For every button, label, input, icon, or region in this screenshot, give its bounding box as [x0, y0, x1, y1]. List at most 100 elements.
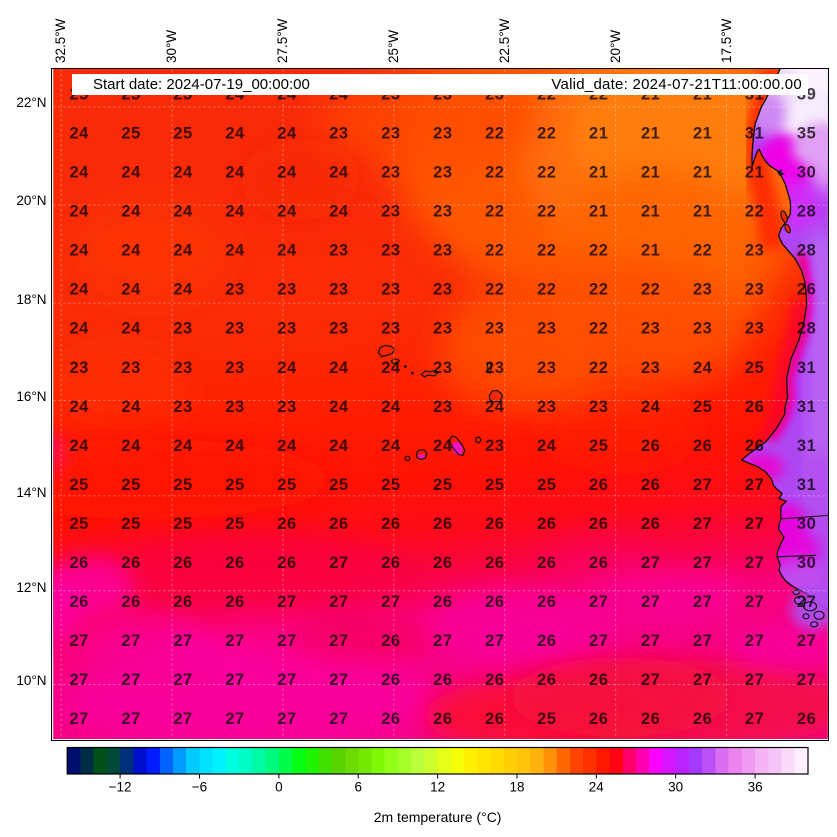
svg-text:21: 21 [641, 203, 660, 221]
svg-text:22: 22 [589, 281, 608, 299]
svg-text:26: 26 [744, 398, 763, 416]
svg-text:24: 24 [69, 398, 89, 416]
svg-text:27: 27 [329, 710, 348, 728]
svg-text:25: 25 [744, 359, 763, 377]
svg-text:23: 23 [744, 320, 763, 338]
svg-text:24: 24 [277, 242, 297, 260]
svg-text:25: 25 [589, 437, 608, 455]
svg-text:24: 24 [225, 203, 245, 221]
svg-text:26: 26 [537, 632, 556, 650]
svg-text:23: 23 [692, 320, 711, 338]
svg-text:28: 28 [796, 242, 815, 260]
svg-text:27: 27 [381, 593, 400, 611]
svg-text:24: 24 [329, 437, 349, 455]
svg-text:31: 31 [796, 359, 815, 377]
svg-text:23: 23 [381, 164, 400, 182]
svg-text:21: 21 [589, 164, 608, 182]
svg-text:22: 22 [589, 320, 608, 338]
svg-text:26: 26 [173, 593, 192, 611]
svg-text:23: 23 [277, 398, 296, 416]
svg-text:27: 27 [641, 554, 660, 572]
svg-text:25: 25 [173, 476, 192, 494]
svg-text:22: 22 [537, 125, 556, 143]
svg-text:24: 24 [692, 359, 712, 377]
svg-text:27: 27 [692, 671, 711, 689]
svg-text:24: 24 [537, 437, 557, 455]
svg-text:24: 24 [121, 281, 141, 299]
svg-text:23: 23 [173, 320, 192, 338]
svg-text:24: 24 [69, 281, 89, 299]
svg-text:24: 24 [121, 437, 141, 455]
svg-text:25: 25 [173, 125, 192, 143]
svg-text:26: 26 [433, 671, 452, 689]
svg-text:26: 26 [589, 554, 608, 572]
svg-text:26: 26 [692, 437, 711, 455]
svg-text:31: 31 [744, 125, 763, 143]
svg-text:31: 31 [796, 398, 815, 416]
svg-text:23: 23 [381, 320, 400, 338]
svg-text:23: 23 [381, 203, 400, 221]
svg-text:26: 26 [381, 671, 400, 689]
svg-text:27: 27 [692, 515, 711, 533]
svg-text:24: 24 [69, 203, 89, 221]
svg-text:27: 27 [485, 632, 504, 650]
svg-text:30: 30 [796, 515, 815, 533]
svg-text:24: 24 [225, 125, 245, 143]
svg-text:23: 23 [433, 125, 452, 143]
svg-text:26: 26 [433, 515, 452, 533]
svg-text:21: 21 [589, 125, 608, 143]
svg-text:24: 24 [69, 437, 89, 455]
svg-text:25: 25 [173, 515, 192, 533]
svg-text:22: 22 [537, 203, 556, 221]
svg-text:22: 22 [537, 164, 556, 182]
svg-text:27: 27 [796, 593, 815, 611]
svg-text:28: 28 [796, 203, 815, 221]
svg-text:22: 22 [485, 281, 504, 299]
svg-text:26: 26 [641, 437, 660, 455]
svg-text:27: 27 [173, 632, 192, 650]
svg-text:23: 23 [537, 398, 556, 416]
svg-text:26: 26 [225, 593, 244, 611]
svg-text:24: 24 [485, 398, 505, 416]
svg-text:21: 21 [744, 164, 763, 182]
svg-text:27: 27 [225, 671, 244, 689]
svg-text:26: 26 [277, 515, 296, 533]
svg-text:24: 24 [173, 164, 193, 182]
svg-text:23: 23 [433, 164, 452, 182]
svg-text:23: 23 [537, 359, 556, 377]
svg-text:31: 31 [796, 476, 815, 494]
svg-text:24: 24 [381, 398, 401, 416]
svg-text:22: 22 [744, 203, 763, 221]
svg-text:24: 24 [433, 437, 453, 455]
svg-text:26: 26 [329, 515, 348, 533]
svg-text:27: 27 [744, 554, 763, 572]
svg-text:26: 26 [225, 554, 244, 572]
svg-text:24: 24 [69, 242, 89, 260]
svg-text:27: 27 [692, 632, 711, 650]
svg-text:23: 23 [225, 281, 244, 299]
svg-text:24: 24 [329, 398, 349, 416]
svg-text:27: 27 [641, 632, 660, 650]
svg-text:27: 27 [69, 710, 88, 728]
svg-text:18: 18 [509, 780, 524, 795]
svg-text:23: 23 [69, 359, 88, 377]
svg-text:25: 25 [69, 515, 88, 533]
svg-text:24: 24 [277, 164, 297, 182]
svg-text:21: 21 [692, 164, 711, 182]
svg-text:26: 26 [433, 593, 452, 611]
svg-text:26: 26 [485, 671, 504, 689]
svg-text:27: 27 [641, 671, 660, 689]
svg-text:23: 23 [225, 320, 244, 338]
svg-text:26: 26 [796, 710, 815, 728]
svg-text:26: 26 [485, 710, 504, 728]
svg-text:26: 26 [69, 554, 88, 572]
svg-text:26: 26 [537, 554, 556, 572]
svg-text:28: 28 [796, 320, 815, 338]
svg-text:22: 22 [485, 164, 504, 182]
svg-text:27: 27 [744, 476, 763, 494]
svg-text:26: 26 [589, 476, 608, 494]
svg-text:25: 25 [121, 515, 140, 533]
svg-text:27: 27 [433, 632, 452, 650]
svg-text:27: 27 [744, 671, 763, 689]
svg-text:22: 22 [589, 359, 608, 377]
